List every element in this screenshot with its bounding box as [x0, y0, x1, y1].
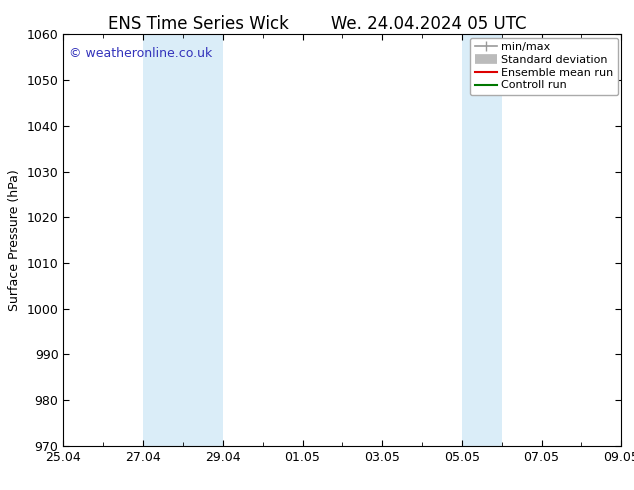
Bar [143, 34, 223, 446]
Text: ENS Time Series Wick        We. 24.04.2024 05 UTC: ENS Time Series Wick We. 24.04.2024 05 U… [108, 15, 526, 33]
Y-axis label: Surface Pressure (hPa): Surface Pressure (hPa) [8, 169, 21, 311]
Legend: min/max, Standard deviation, Ensemble mean run, Controll run: min/max, Standard deviation, Ensemble me… [470, 38, 618, 95]
Bar [462, 34, 501, 446]
Text: © weatheronline.co.uk: © weatheronline.co.uk [69, 47, 212, 60]
